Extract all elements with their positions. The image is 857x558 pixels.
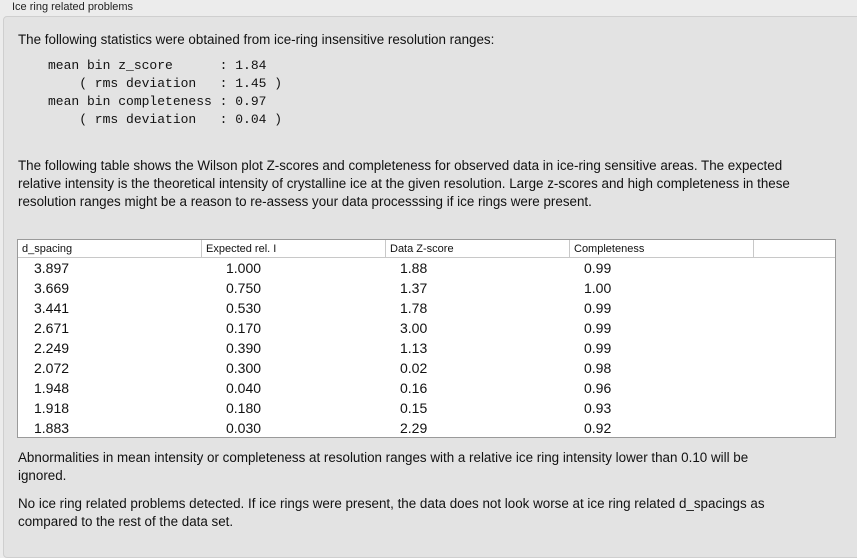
group-title: Ice ring related problems bbox=[12, 1, 134, 13]
table-cell: 3.441 bbox=[34, 300, 70, 316]
table-cell: 1.78 bbox=[400, 300, 428, 316]
table-cell: 1.883 bbox=[34, 420, 70, 436]
table-cell: 2.249 bbox=[34, 340, 70, 356]
table-cell: 1.918 bbox=[34, 400, 70, 416]
table-cell: 3.669 bbox=[34, 280, 70, 296]
table-cell: 0.390 bbox=[226, 340, 262, 356]
intro-text: The following statistics were obtained f… bbox=[18, 32, 495, 47]
table-header: d_spacing Expected rel. I Data Z-score C… bbox=[18, 240, 835, 258]
conclusion-text: No ice ring related problems detected. I… bbox=[18, 496, 765, 529]
table-cell: 0.170 bbox=[226, 320, 262, 336]
table-row[interactable]: 1.918 0.180 0.15 0.93 bbox=[18, 398, 835, 418]
table-cell: 0.530 bbox=[226, 300, 262, 316]
column-header-expected-rel-i[interactable]: Expected rel. I bbox=[202, 240, 386, 257]
table-cell: 2.671 bbox=[34, 320, 70, 336]
table-cell: 3.897 bbox=[34, 260, 70, 276]
table-cell: 0.98 bbox=[584, 360, 612, 376]
table-row[interactable]: 3.669 0.750 1.37 1.00 bbox=[18, 278, 835, 298]
table-cell: 1.948 bbox=[34, 380, 70, 396]
table-cell: 1.37 bbox=[400, 280, 428, 296]
table-cell: 1.13 bbox=[400, 340, 428, 356]
table-row[interactable]: 3.897 1.000 1.88 0.99 bbox=[18, 258, 835, 278]
table-row[interactable]: 2.249 0.390 1.13 0.99 bbox=[18, 338, 835, 358]
column-header-empty bbox=[754, 240, 835, 257]
table-cell: 0.030 bbox=[226, 420, 262, 436]
table-cell: 0.96 bbox=[584, 380, 612, 396]
note-text: Abnormalities in mean intensity or compl… bbox=[18, 450, 749, 483]
table-cell: 0.99 bbox=[584, 260, 612, 276]
table-cell: 0.99 bbox=[584, 300, 612, 316]
description-text: The following table shows the Wilson plo… bbox=[18, 158, 790, 209]
table-cell: 0.180 bbox=[226, 400, 262, 416]
table-cell: 0.300 bbox=[226, 360, 262, 376]
table-cell: 0.02 bbox=[400, 360, 428, 376]
table-row[interactable]: 1.883 0.030 2.29 0.92 bbox=[18, 418, 835, 438]
table-cell: 0.750 bbox=[226, 280, 262, 296]
table-cell: 0.040 bbox=[226, 380, 262, 396]
table-cell: 1.000 bbox=[226, 260, 262, 276]
column-header-completeness[interactable]: Completeness bbox=[570, 240, 754, 257]
table-row[interactable]: 2.072 0.300 0.02 0.98 bbox=[18, 358, 835, 378]
table-cell: 0.99 bbox=[584, 320, 612, 336]
column-header-data-z-score[interactable]: Data Z-score bbox=[386, 240, 570, 257]
table-row[interactable]: 1.948 0.040 0.16 0.96 bbox=[18, 378, 835, 398]
ice-ring-table[interactable]: d_spacing Expected rel. I Data Z-score C… bbox=[17, 239, 836, 438]
table-cell: 0.93 bbox=[584, 400, 612, 416]
table-cell: 2.29 bbox=[400, 420, 428, 436]
table-cell: 2.072 bbox=[34, 360, 70, 376]
table-cell: 0.15 bbox=[400, 400, 428, 416]
table-cell: 0.16 bbox=[400, 380, 428, 396]
table-row[interactable]: 2.671 0.170 3.00 0.99 bbox=[18, 318, 835, 338]
table-row[interactable]: 3.441 0.530 1.78 0.99 bbox=[18, 298, 835, 318]
table-cell: 0.99 bbox=[584, 340, 612, 356]
table-cell: 0.92 bbox=[584, 420, 612, 436]
table-cell: 3.00 bbox=[400, 320, 428, 336]
table-cell: 1.00 bbox=[584, 280, 612, 296]
stats-block: mean bin z_score : 1.84 ( rms deviation … bbox=[48, 58, 283, 127]
column-header-d-spacing[interactable]: d_spacing bbox=[18, 240, 202, 257]
table-cell: 1.88 bbox=[400, 260, 428, 276]
